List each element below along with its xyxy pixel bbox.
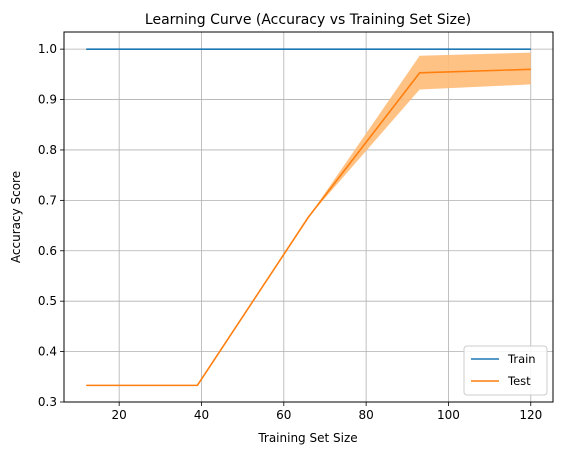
- legend-label-train: Train: [507, 352, 536, 366]
- series-lines: [86, 48, 531, 387]
- y-tick-label: 0.3: [38, 395, 57, 409]
- x-tick-label: 40: [194, 408, 209, 422]
- x-tick-label: 60: [276, 408, 291, 422]
- x-tick-label: 20: [112, 408, 127, 422]
- legend-label-test: Test: [507, 374, 531, 388]
- x-tick-label: 120: [519, 408, 542, 422]
- y-tick-label: 0.8: [38, 143, 57, 157]
- y-axis-label: Accuracy Score: [9, 171, 23, 263]
- y-tick-label: 0.5: [38, 294, 57, 308]
- chart-title: Learning Curve (Accuracy vs Training Set…: [145, 12, 471, 28]
- y-tick-label: 0.9: [38, 93, 57, 107]
- confidence-band-test: [86, 52, 531, 386]
- y-tick-label: 0.4: [38, 345, 57, 359]
- plot-area-frame: [63, 31, 554, 403]
- x-axis-label: Training Set Size: [257, 431, 357, 445]
- y-tick-label: 0.7: [38, 193, 57, 207]
- x-axis-ticks: 20 40 60 80 100 120: [112, 402, 542, 422]
- confidence-bands: [86, 52, 531, 386]
- y-tick-label: 1.0: [38, 42, 57, 56]
- series-line-test: [86, 68, 531, 387]
- x-tick-label: 100: [437, 408, 460, 422]
- y-tick-label: 0.6: [38, 244, 57, 258]
- legend: Train Test: [463, 345, 548, 396]
- x-tick-label: 80: [358, 408, 373, 422]
- y-axis-ticks: 0.3 0.4 0.5 0.6 0.7 0.8 0.9 1.0: [38, 42, 64, 409]
